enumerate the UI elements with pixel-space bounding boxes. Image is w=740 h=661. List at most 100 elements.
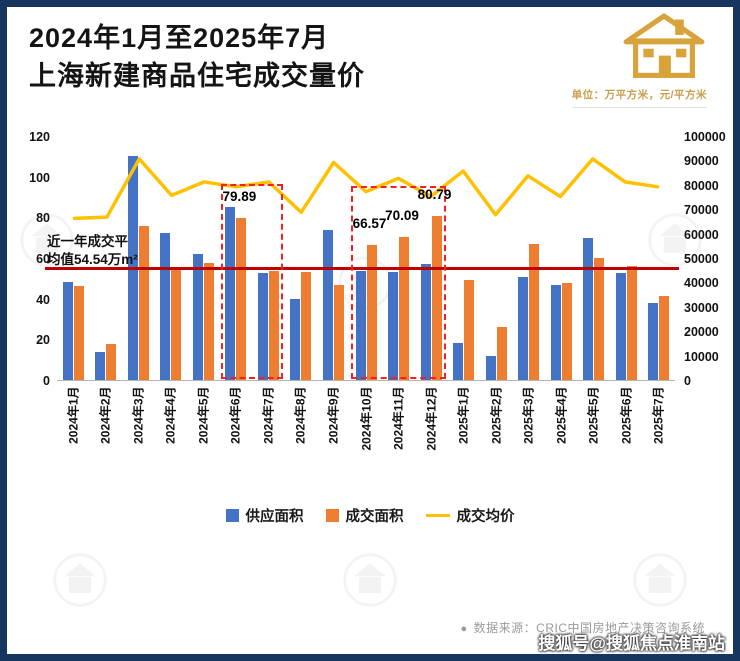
x-axis-label: 2024年4月: [163, 386, 178, 444]
bar-deal: [431, 215, 442, 380]
y-axis-tick-right: 70000: [684, 203, 719, 218]
house-logo-icon: [623, 13, 705, 78]
reference-line: [45, 267, 679, 271]
legend-item-price: 成交均价: [425, 505, 515, 526]
y-axis-tick-left: 20: [36, 333, 50, 348]
watermark-house-icon: [343, 553, 397, 607]
y-axis-tick-left: 40: [36, 292, 50, 307]
data-source-text: 数据来源：CRIC中国房地产决策咨询系统: [473, 621, 705, 635]
y-axis-tick-left: 0: [43, 374, 50, 388]
x-axis-label: 2025年3月: [521, 386, 536, 444]
y-axis-tick-right: 0: [684, 374, 691, 388]
x-axis-label: 2025年7月: [651, 386, 666, 444]
x-axis-labels: 2024年1月 2024年2月 2024年3月 2024年4月 2024年5月 2024年…: [57, 386, 675, 482]
bar-deal: [659, 295, 670, 380]
x-axis-label: 2025年4月: [554, 386, 569, 444]
bar-deal: [464, 280, 475, 380]
y-axis-right: 0 10000 20000 30000 40000 50000 60000 70000 8000…: [681, 130, 733, 388]
y-axis-tick-right: 40000: [684, 276, 719, 291]
x-axis-label: 2025年1月: [456, 386, 471, 444]
legend-item-deals: 成交面积: [325, 505, 404, 526]
watermark-house-icon: [53, 553, 107, 607]
y-axis-tick-left: 120: [29, 130, 50, 144]
bar-data-label: 79.89: [222, 188, 257, 204]
y-axis-tick-right: 50000: [684, 252, 719, 266]
bar-deal: [138, 226, 149, 380]
x-axis-label: 2024年9月: [326, 386, 341, 444]
bar-supply: [615, 273, 626, 380]
bar-data-label: 80.79: [417, 186, 452, 202]
bar-supply: [192, 253, 203, 380]
x-axis-label: 2024年8月: [293, 386, 308, 444]
average-annotation: 近一年成交平 均值54.54万m²: [47, 233, 138, 269]
bar-supply: [485, 355, 496, 380]
y-axis-tick-left: 60: [36, 252, 50, 266]
x-axis-label: 2024年10月: [359, 386, 373, 451]
highlight-box: [351, 185, 446, 379]
bar-supply: [453, 343, 464, 380]
watermark-house-icon: [633, 553, 687, 607]
bar-supply: [160, 232, 171, 380]
bar-supply: [225, 207, 236, 380]
annotation-line-1: 近一年成交平: [47, 234, 128, 249]
bar-supply: [290, 298, 301, 380]
watermark-text: 搜狐号@搜狐焦点淮南站: [538, 634, 725, 653]
price-line-swatch-icon: [425, 514, 450, 517]
x-axis-label: 2024年11月: [391, 386, 406, 450]
legend-label-price: 成交均价: [456, 509, 515, 525]
chart-plot: 79.89 66.57 70.09 80.79: [45, 137, 679, 381]
y-axis-tick-left: 100: [29, 170, 50, 185]
bar-supply: [583, 237, 594, 380]
bar-deal: [399, 237, 410, 380]
y-axis-tick-right: 10000: [684, 349, 719, 364]
x-axis-label: 2024年12月: [424, 386, 439, 451]
legend-item-supply: 供应面积: [225, 505, 304, 526]
y-axis-tick-right: 90000: [684, 154, 719, 169]
bar-data-label: 66.57: [352, 215, 387, 231]
title-line-2: 上海新建商品住宅成交量价: [29, 61, 365, 91]
deals-swatch-icon: [325, 509, 339, 522]
bar-deal: [496, 327, 507, 380]
bar-supply: [257, 273, 268, 380]
bar-deal: [301, 272, 312, 380]
x-axis-label: 2024年2月: [98, 386, 113, 444]
bar-deal: [626, 266, 637, 380]
price-line: [72, 157, 660, 221]
y-axis-tick-right: 60000: [684, 227, 719, 242]
x-axis-label: 2024年3月: [131, 386, 146, 444]
bar-supply: [95, 351, 106, 380]
y-axis-left: 0 20 40 60 80 100 120: [13, 130, 53, 388]
y-axis-tick-left: 80: [36, 211, 50, 226]
supply-swatch-icon: [225, 509, 239, 522]
bar-supply: [355, 271, 366, 380]
y-axis-tick-right: 20000: [684, 325, 719, 340]
bar-supply: [518, 277, 529, 380]
bar-deal: [594, 258, 605, 380]
bar-deal: [106, 344, 117, 380]
annotation-line-2: 均值54.54万m²: [47, 252, 138, 267]
x-axis-label: 2025年6月: [619, 386, 634, 444]
bar-deal: [73, 286, 84, 380]
bar-deal: [236, 217, 247, 380]
unit-note: 单位：万平方米，元/平方米: [571, 87, 707, 108]
y-axis-tick-right: 80000: [684, 178, 719, 193]
x-axis-label: 2025年2月: [489, 386, 504, 444]
bar-deal: [203, 263, 214, 380]
bar-deal: [529, 243, 540, 380]
x-axis-label: 2024年5月: [196, 386, 211, 444]
watermark-house-icon: [648, 213, 702, 267]
x-axis-label: 2024年7月: [261, 386, 276, 444]
x-axis-label: 2024年6月: [228, 386, 243, 444]
legend-label-supply: 供应面积: [245, 509, 304, 525]
title-line-1: 2024年1月至2025年7月: [29, 23, 330, 53]
y-axis-tick-right: 100000: [684, 130, 726, 144]
watermark-house-icon: [20, 213, 74, 267]
page-title: 2024年1月至2025年7月 上海新建商品住宅成交量价: [29, 19, 365, 95]
x-axis-label: 2024年1月: [66, 386, 81, 444]
x-axis-label: 2025年5月: [586, 386, 601, 444]
bar-supply: [420, 264, 431, 380]
bar-deal: [366, 244, 377, 380]
bullet-icon: ●: [460, 623, 468, 635]
bar-supply: [550, 285, 561, 380]
